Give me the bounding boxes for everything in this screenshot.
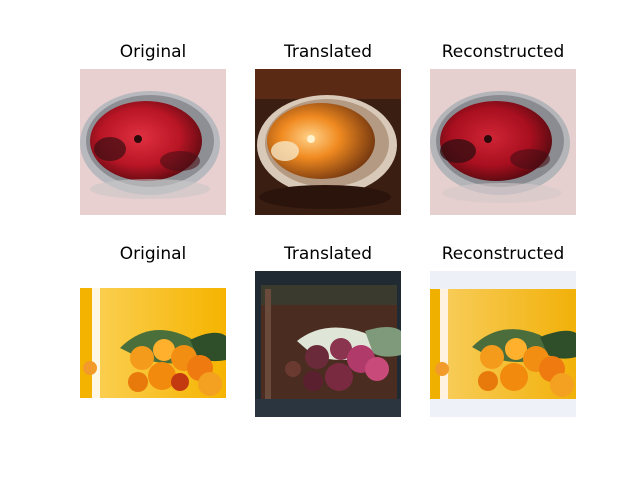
panel-title: Reconstructed xyxy=(441,244,565,264)
panel-row1-reconstructed: Reconstructed xyxy=(430,42,576,217)
panel-row1-original: Original xyxy=(80,42,226,217)
panel-title: Original xyxy=(119,42,187,62)
panel-row2-reconstructed: Reconstructed xyxy=(430,244,576,419)
panel-title: Translated xyxy=(284,42,372,62)
panel-title: Original xyxy=(119,244,187,264)
image-oranges-original xyxy=(80,288,226,398)
image-apple-original xyxy=(80,69,226,215)
image-oranges-translated xyxy=(255,271,401,417)
panel-title: Reconstructed xyxy=(441,42,565,62)
panel-title: Translated xyxy=(284,244,372,264)
image-apple-translated xyxy=(255,69,401,215)
image-apple-reconstructed xyxy=(430,69,576,215)
panel-row2-original: Original xyxy=(80,244,226,419)
image-oranges-reconstructed xyxy=(430,271,576,417)
panel-row1-translated: Translated xyxy=(255,42,401,217)
panel-row2-translated: Translated xyxy=(255,244,401,419)
